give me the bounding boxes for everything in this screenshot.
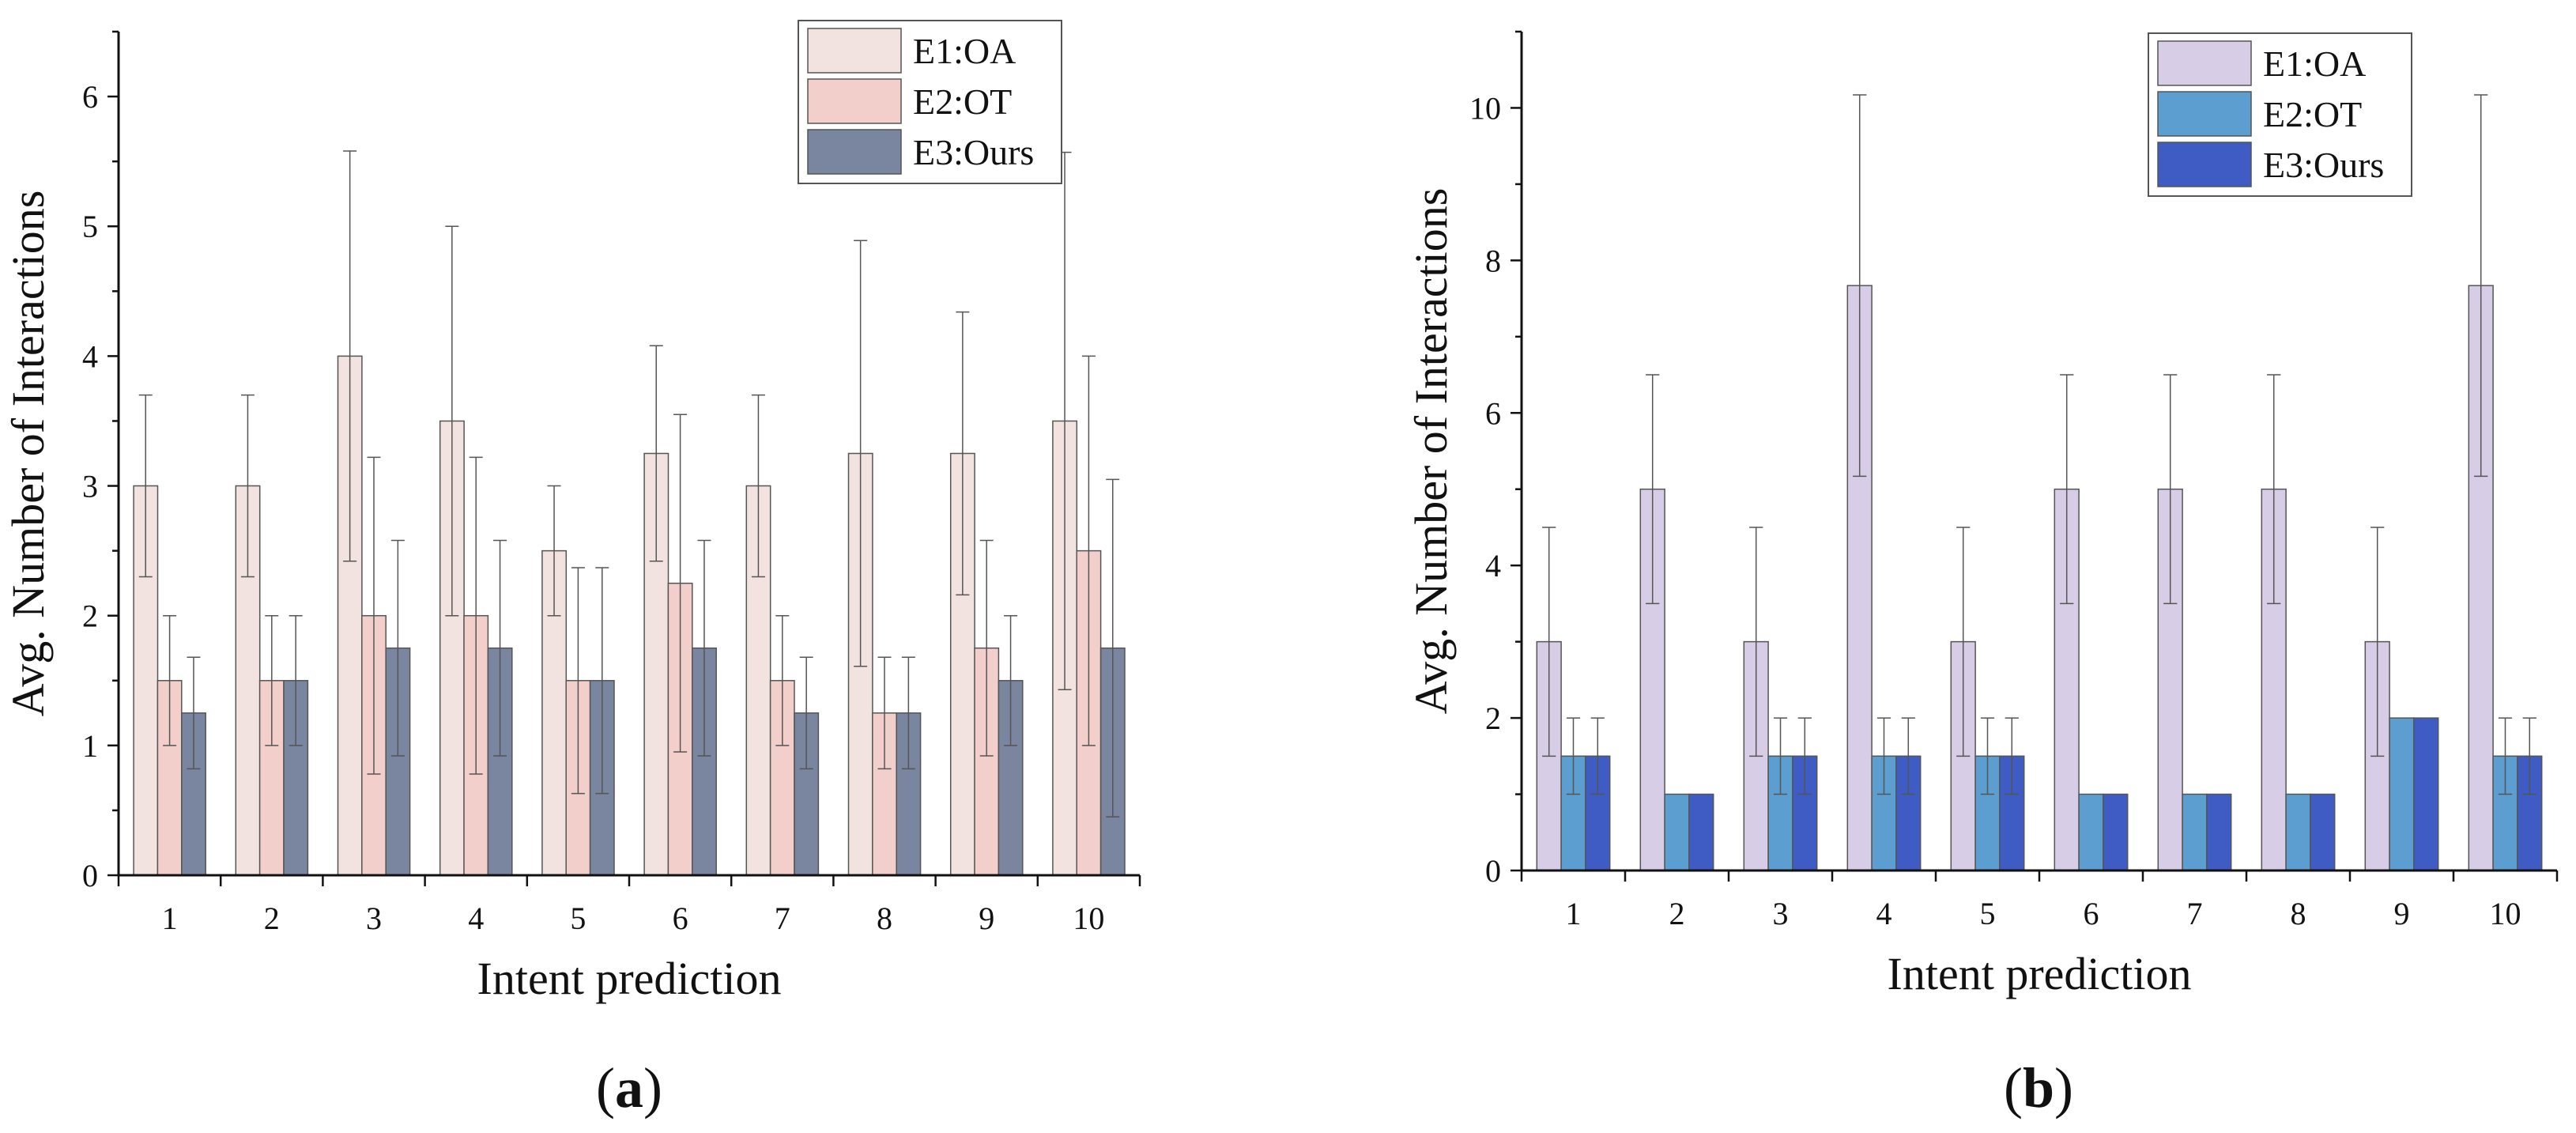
y-tick-label-b-2: 2	[1485, 701, 1501, 736]
y-tick-label-b-6: 6	[1485, 395, 1501, 431]
y-tick-label-b-10: 10	[1469, 90, 1501, 126]
y-tick-label-a-0: 0	[82, 858, 98, 893]
x-tick-label-b-9: 9	[2394, 896, 2410, 931]
x-axis-title-a: Intent prediction	[477, 953, 782, 1004]
legend-b: E1:OA E2:OT E3:Ours	[2148, 32, 2412, 197]
legend-swatch-a-3	[807, 129, 902, 175]
x-tick-label-b-4: 4	[1876, 896, 1892, 931]
x-tick-label-b-5: 5	[1980, 896, 1996, 931]
x-tick-label-b-7: 7	[2187, 896, 2203, 931]
x-tick-label-a-3: 3	[366, 901, 382, 936]
legend-swatch-a-2	[807, 78, 902, 124]
x-tick-label-b-1: 1	[1566, 896, 1582, 931]
x-tick-label-b-6: 6	[2084, 896, 2099, 931]
legend-swatch-b-1	[2157, 40, 2252, 86]
y-axis-title-a: Avg. Number of Interactions	[2, 191, 54, 717]
x-tick-label-b-2: 2	[1669, 896, 1685, 931]
legend-swatch-a-1	[807, 28, 902, 74]
legend-label-a-3: E3:Ours	[913, 132, 1034, 172]
panel-label-letter: a	[615, 1056, 643, 1120]
y-tick-label-a-2: 2	[82, 599, 98, 634]
y-tick-label-a-4: 4	[82, 338, 98, 374]
legend-swatch-b-3	[2157, 142, 2252, 187]
y-tick-label-a-3: 3	[82, 469, 98, 504]
y-tick-label-b-4: 4	[1485, 548, 1501, 583]
bar-b-s2-c8	[2285, 793, 2311, 871]
panel-label-paren-open: (	[2004, 1056, 2023, 1120]
x-tick-label-b-8: 8	[2291, 896, 2306, 931]
x-tick-label-a-7: 7	[775, 901, 790, 936]
x-tick-label-a-5: 5	[570, 901, 586, 936]
bar-b-s3-c8	[2310, 793, 2336, 871]
bar-b-s2-c7	[2182, 793, 2208, 871]
panel-label-paren-close: )	[643, 1056, 662, 1120]
x-tick-label-a-6: 6	[673, 901, 688, 936]
x-tick-label-a-8: 8	[877, 901, 892, 936]
legend-swatch-b-2	[2157, 91, 2252, 137]
x-tick-label-a-1: 1	[162, 901, 178, 936]
legend-label-a-2: E2:OT	[913, 81, 1012, 122]
legend-label-b-2: E2:OT	[2263, 94, 2362, 134]
x-tick-label-b-10: 10	[2490, 896, 2521, 931]
bar-b-s2-c6	[2078, 793, 2104, 871]
x-axis-title-b: Intent prediction	[1888, 948, 2192, 999]
legend-label-b-1: E1:OA	[2263, 43, 2366, 84]
bar-b-s3-c9	[2413, 717, 2439, 871]
x-tick-label-a-9: 9	[979, 901, 994, 936]
bar-b-s3-c6	[2103, 793, 2129, 871]
bar-b-s2-c9	[2389, 717, 2415, 871]
chart-panel-a: 0 1 2 3 4 5 6 1 2 3 4 5 6 7 8 9 10 Intent prediction Avg. …	[2, 20, 1141, 1120]
y-tick-label-b-8: 8	[1485, 243, 1501, 278]
x-tick-label-a-2: 2	[264, 901, 280, 936]
panel-label-a: (a)	[596, 1056, 662, 1120]
bar-b-s3-c7	[2206, 793, 2232, 871]
panel-label-paren-close: )	[2054, 1056, 2073, 1120]
legend-label-a-1: E1:OA	[913, 31, 1016, 71]
bar-b-s3-c5	[1999, 755, 2025, 871]
bar-b-s3-c2	[1688, 793, 1714, 871]
legend-label-b-3: E3:Ours	[2263, 145, 2384, 185]
x-tick-label-a-10: 10	[1073, 901, 1104, 936]
y-tick-label-a-5: 5	[82, 209, 98, 244]
panel-label-letter: b	[2023, 1056, 2054, 1120]
y-axis-title-b: Avg. Number of Interactions	[1405, 188, 1457, 715]
x-tick-label-a-4: 4	[468, 901, 484, 936]
y-tick-label-a-1: 1	[82, 728, 98, 764]
legend-a: E1:OA E2:OT E3:Ours	[798, 20, 1062, 184]
bar-b-s2-c2	[1664, 793, 1690, 871]
y-tick-label-b-0: 0	[1485, 853, 1501, 889]
x-tick-label-b-3: 3	[1773, 896, 1789, 931]
y-tick-label-a-6: 6	[82, 79, 98, 115]
panel-label-paren-open: (	[596, 1056, 615, 1120]
panel-label-b: (b)	[2004, 1056, 2073, 1120]
